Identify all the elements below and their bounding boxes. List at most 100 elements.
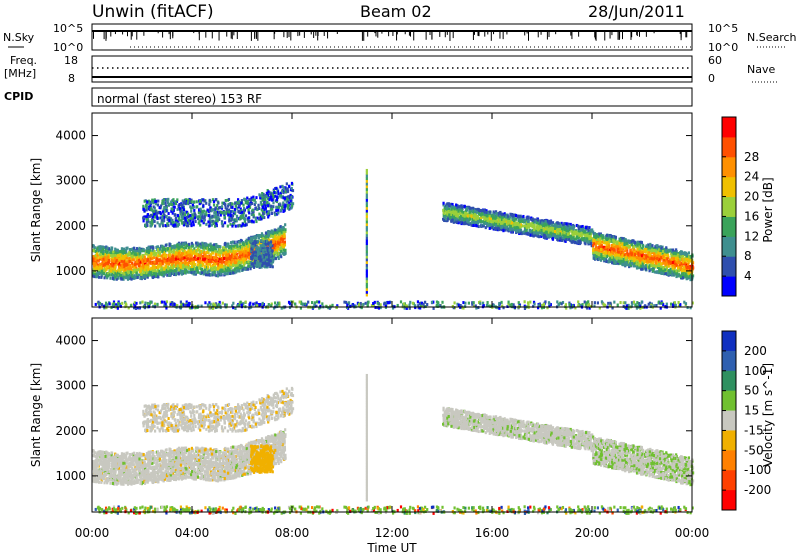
power-cell: [290, 201, 293, 205]
power-cell: [272, 192, 275, 196]
power-cell: [216, 213, 220, 217]
power-cell: [237, 202, 241, 206]
power-cell: [181, 251, 184, 255]
power-cell: [234, 202, 237, 206]
power-cell: [192, 214, 196, 218]
power-cell: [263, 242, 266, 246]
power-cell: [223, 211, 226, 215]
power-cell: [173, 269, 176, 273]
power-cell: [177, 264, 180, 268]
power-cell: [144, 265, 147, 269]
power-cell: [219, 272, 222, 276]
power-cell: [102, 249, 105, 253]
power-cell: [128, 253, 131, 257]
power-cell: [212, 222, 215, 226]
power-cell: [144, 223, 147, 227]
power-cell: [145, 203, 148, 207]
power-cell: [156, 221, 159, 225]
power-cell: [193, 216, 197, 220]
power-cell: [131, 265, 134, 269]
power-cell: [209, 258, 212, 262]
power-cell: [120, 256, 123, 260]
power-cell: [140, 271, 143, 275]
power-cell: [164, 224, 167, 228]
power-cell: [255, 196, 258, 200]
power-cell: [125, 247, 128, 251]
power-cell: [122, 264, 125, 268]
power-cell: [100, 269, 104, 273]
power-cell: [146, 213, 149, 217]
power-cell: [277, 256, 280, 260]
power-cell: [131, 261, 134, 265]
power-cell: [161, 210, 165, 214]
power-cell: [235, 254, 238, 258]
power-cell: [129, 248, 133, 252]
power-cell: [189, 266, 192, 270]
power-cell: [146, 224, 149, 228]
power-cell: [228, 210, 231, 214]
power-cell: [183, 213, 186, 217]
power-cell: [118, 250, 121, 254]
power-cell: [180, 214, 184, 218]
power-cell: [230, 216, 233, 220]
power-cell: [252, 220, 255, 224]
power-cell: [203, 268, 207, 272]
power-cell: [282, 245, 285, 249]
power-cell: [275, 205, 278, 209]
power-cell: [167, 216, 171, 220]
power-cell: [129, 259, 132, 263]
power-cell: [123, 260, 126, 264]
power-cell: [145, 259, 148, 263]
power-cell: [251, 208, 254, 212]
power-cell: [224, 248, 228, 252]
power-cell: [287, 195, 290, 199]
power-cell: [218, 263, 222, 267]
power-cell: [463, 204, 466, 208]
power-cell: [225, 207, 229, 211]
power-cell: [258, 193, 261, 197]
power-cell: [233, 261, 236, 265]
power-cell: [267, 250, 270, 254]
power-cell: [137, 254, 141, 258]
power-cell: [218, 257, 221, 261]
power-cell: [240, 199, 243, 203]
power-cell: [177, 251, 180, 255]
power-cell: [160, 265, 163, 269]
power-cell: [111, 274, 115, 278]
power-cell: [193, 200, 196, 204]
power-cell: [225, 254, 229, 258]
power-cell: [170, 209, 173, 213]
power-cell: [156, 254, 159, 258]
power-cell: [243, 267, 246, 271]
power-cell: [111, 264, 114, 268]
power-cell: [172, 208, 175, 212]
freq-right-label: Nave: [747, 63, 775, 76]
power-cell: [176, 259, 179, 263]
power-cell: [269, 257, 273, 261]
power-cell: [261, 264, 264, 268]
power-cell: [262, 248, 265, 252]
power-cell: [179, 265, 182, 269]
power-cell: [262, 258, 265, 262]
power-cell: [175, 267, 178, 271]
power-cell: [230, 205, 233, 209]
power-cell: [135, 253, 138, 257]
power-cell: [280, 243, 283, 247]
power-cell: [549, 222, 552, 226]
power-cell: [199, 209, 203, 213]
power-cell: [281, 184, 284, 188]
power-cell: [195, 252, 199, 256]
power-cell: [213, 256, 216, 260]
power-cell: [291, 189, 295, 193]
power-cell: [165, 259, 168, 263]
power-cell: [277, 230, 280, 234]
power-cell: [100, 250, 103, 254]
power-cell: [186, 261, 189, 265]
power-cell: [263, 237, 266, 241]
power-cell: [227, 244, 230, 248]
power-cell: [260, 208, 263, 212]
power-cell: [230, 266, 233, 270]
power-cell: [139, 269, 142, 273]
power-cell: [271, 254, 274, 258]
power-cell: [241, 242, 244, 246]
